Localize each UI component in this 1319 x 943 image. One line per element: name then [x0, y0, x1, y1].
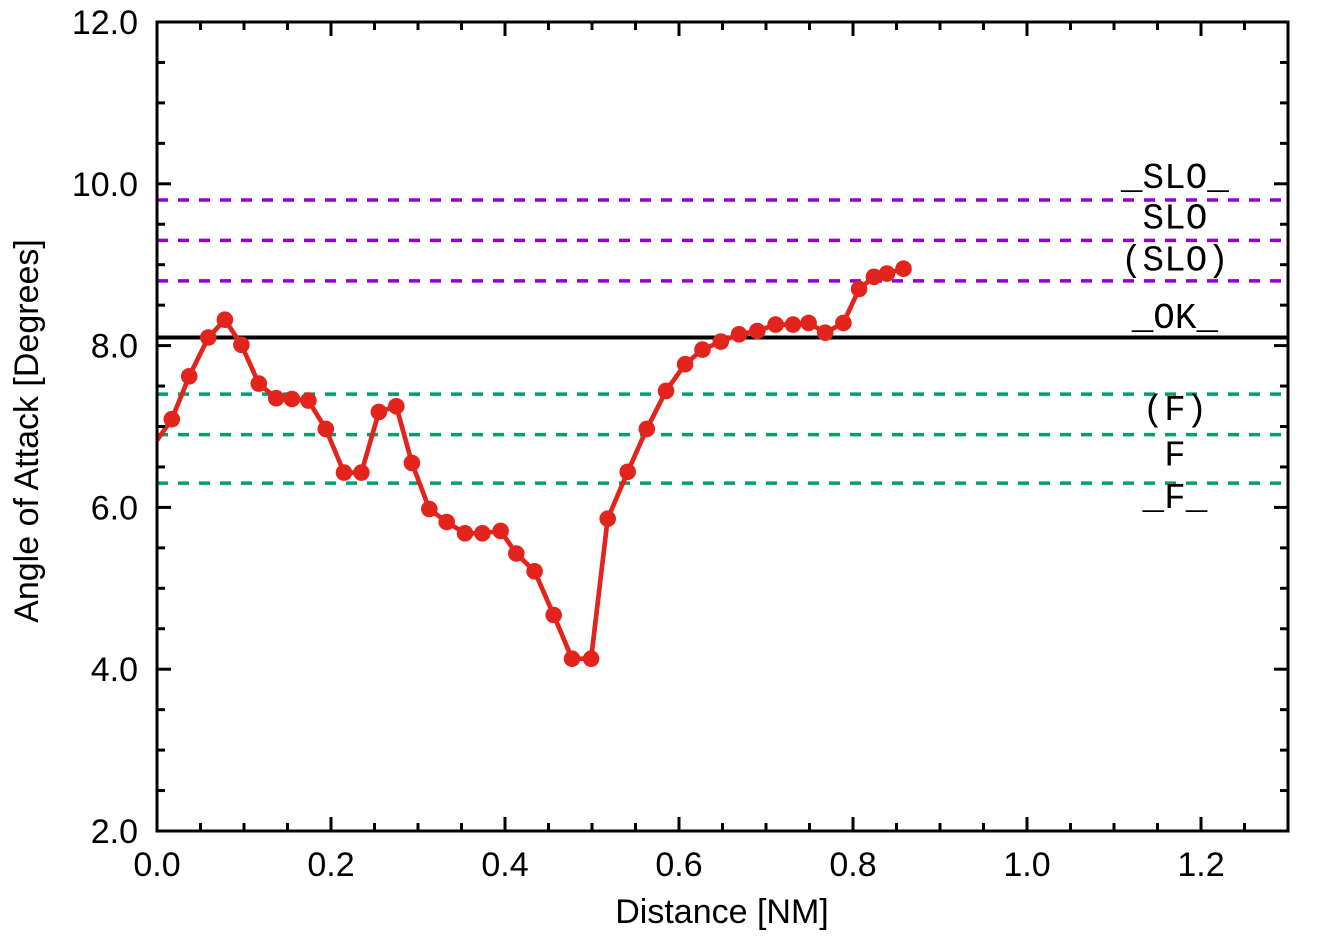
band-label: (F) — [1142, 390, 1207, 431]
x-tick-label: 0.4 — [481, 846, 528, 884]
band-label: F — [1164, 435, 1186, 476]
band-label: SLO — [1142, 198, 1207, 239]
data-point — [335, 464, 353, 481]
data-point — [353, 464, 370, 481]
x-axis-title: Distance [NM] — [615, 893, 829, 931]
data-point — [180, 368, 198, 385]
data-point — [267, 389, 285, 407]
data-point — [492, 522, 509, 540]
data-point — [233, 336, 250, 354]
data-point — [283, 390, 301, 408]
data-point — [563, 650, 581, 667]
data-point — [438, 513, 456, 531]
data-series-layer — [155, 260, 912, 667]
y-tick-label: 4.0 — [91, 651, 138, 689]
data-point — [676, 355, 694, 373]
data-point — [619, 463, 636, 481]
x-tick-label: 1.2 — [1177, 846, 1224, 884]
data-point — [800, 314, 817, 332]
data-point — [526, 563, 543, 580]
data-point — [582, 650, 600, 667]
data-point — [895, 260, 912, 278]
y-tick-label: 2.0 — [91, 813, 138, 851]
band-label: _SLO_ — [1120, 158, 1229, 199]
y-tick-label: 6.0 — [91, 489, 138, 527]
axes-frame-layer: 0.0 0.2 0.4 0.6 0.8 1.0 1.2 2.0 4.0 6.0 8.0 10.0 12.… — [72, 4, 1290, 884]
data-point — [250, 375, 268, 392]
data-point — [163, 410, 181, 428]
data-point — [200, 329, 217, 346]
data-point — [403, 454, 421, 472]
data-point — [767, 316, 784, 333]
data-point — [599, 510, 616, 527]
data-point — [816, 324, 834, 342]
y-tick-label: 8.0 — [91, 328, 138, 366]
data-point — [730, 326, 748, 343]
data-point — [850, 280, 868, 298]
data-point — [835, 314, 852, 332]
data-point — [216, 311, 234, 329]
y-tick-label: 10.0 — [72, 166, 138, 204]
data-point — [456, 525, 474, 542]
data-point — [545, 606, 562, 624]
band-label: (SLO) — [1121, 240, 1229, 281]
x-tick-label: 0.6 — [655, 846, 702, 884]
data-point — [749, 322, 766, 340]
y-axis-title: Angle of Attack [Degrees] — [8, 239, 46, 623]
data-point — [657, 382, 675, 400]
data-point — [388, 398, 405, 415]
data-point — [712, 333, 730, 350]
data-point — [474, 525, 491, 542]
band-labels-layer: _SLO_SLO(SLO) _OK_ (F)F_F_ — [1120, 158, 1229, 519]
data-point — [878, 265, 896, 282]
data-point — [300, 392, 317, 409]
data-point — [638, 420, 656, 438]
band-label: _F_ — [1141, 478, 1207, 519]
x-tick-label: 0.8 — [829, 846, 876, 884]
data-point — [784, 316, 802, 333]
data-point — [694, 341, 711, 358]
data-point — [317, 420, 335, 438]
data-point — [421, 500, 438, 518]
y-tick-label: 12.0 — [72, 4, 138, 42]
x-tick-label: 0.2 — [307, 846, 354, 884]
x-tick-label: 1.0 — [1003, 846, 1050, 884]
band-label: _OK_ — [1131, 298, 1219, 339]
x-tick-label: 0.0 — [133, 846, 180, 884]
data-point — [865, 268, 883, 286]
data-point — [370, 403, 388, 421]
data-point — [508, 545, 525, 562]
